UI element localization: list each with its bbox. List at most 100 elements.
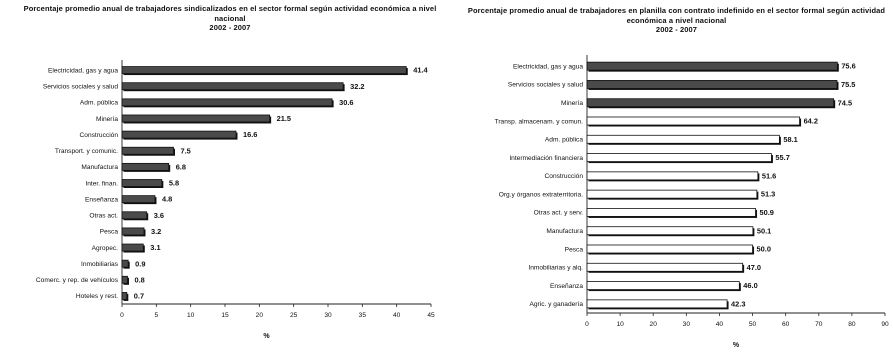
chart-left-category-label: Electricidad, gas y agua xyxy=(48,67,118,74)
chart-right-category-label: Adm. pública xyxy=(545,137,583,144)
chart-right-x-tick-label: 70 xyxy=(815,321,823,328)
chart-left-value-label: 16.6 xyxy=(243,130,257,139)
chart-left-category-label: Adm. pública xyxy=(80,100,118,107)
chart-left-bar xyxy=(121,114,271,123)
chart-left-plot: Electricidad, gas y agua 41.4 Servicios so… xyxy=(36,60,435,340)
chart-right-category-label: Org.y órganos extraterritoria. xyxy=(499,191,583,198)
chart-left-bar xyxy=(121,211,148,220)
chart-right-category-label: Otras act. y serv. xyxy=(534,210,584,217)
chart-left-bar xyxy=(121,259,129,268)
chart-right-category-label: Pesca xyxy=(565,246,584,253)
chart-left-value-label: 3.6 xyxy=(154,211,164,220)
chart-right-bar xyxy=(586,244,753,254)
chart-right-category-label: Transp. almacenam. y comun. xyxy=(495,118,584,125)
chart-left-category-label: Construcción xyxy=(80,132,119,139)
chart-right-plot: Electricidad, gas y agua 75.6 Servicios so… xyxy=(495,55,889,349)
chart-right-value-label: 64.2 xyxy=(804,117,818,126)
chart-left-value-label: 3.1 xyxy=(150,243,160,252)
chart-left-category-label: Hoteles y rest. xyxy=(76,293,118,300)
chart-left-value-label: 0.8 xyxy=(134,275,144,284)
chart-right-bar xyxy=(586,226,754,236)
chart-left-category-label: Transport. y comunic. xyxy=(55,148,118,155)
chart-left-value-label: 21.5 xyxy=(277,114,291,123)
chart-left-x-tick-label: 30 xyxy=(324,312,332,319)
chart-left-value-label: 5.8 xyxy=(169,179,179,188)
chart-left-value-label: 0.9 xyxy=(135,259,145,268)
chart-right-title: Porcentaje promedio anual de trabajadore… xyxy=(467,6,886,25)
chart-right-title-block: Porcentaje promedio anual de trabajadore… xyxy=(450,6,893,35)
chart-left-category-label: Servicios sociales y salud xyxy=(43,84,118,91)
chart-left-x-tick-label: 40 xyxy=(393,312,401,319)
chart-right-value-label: 46.0 xyxy=(743,281,757,290)
chart-right-value-label: 50.9 xyxy=(760,208,774,217)
chart-right-bar xyxy=(586,61,838,71)
chart-right-value-label: 75.5 xyxy=(841,80,855,89)
chart-right-panel: Porcentaje promedio anual de trabajadore… xyxy=(450,0,893,352)
chart-left-category-label: Agropec. xyxy=(92,245,119,252)
chart-right-bar xyxy=(586,189,758,199)
chart-left-bar xyxy=(121,146,174,155)
chart-left-category-label: Comerc. y rep. de vehículos xyxy=(36,277,119,284)
chart-left-bar xyxy=(121,82,344,91)
chart-left-value-label: 6.8 xyxy=(176,162,186,171)
chart-right-x-tick-label: 20 xyxy=(650,321,658,328)
chart-right-x-tick-label: 30 xyxy=(683,321,691,328)
chart-left-category-label: Pesca xyxy=(100,229,119,236)
chart-right-x-axis-label: % xyxy=(733,342,740,349)
chart-left-category-label: Enseñanza xyxy=(85,196,118,203)
chart-right-bar xyxy=(586,171,759,181)
chart-right-x-tick-label: 90 xyxy=(881,321,889,328)
chart-right-value-label: 50.1 xyxy=(757,226,771,235)
chart-right-x-tick-label: 0 xyxy=(585,321,589,328)
chart-left-value-label: 0.7 xyxy=(134,292,144,301)
chart-left-x-tick-label: 25 xyxy=(290,312,298,319)
chart-left-x-tick-label: 5 xyxy=(154,312,158,319)
chart-right-category-label: Manufactura xyxy=(546,228,583,235)
chart-right-bar xyxy=(586,299,728,309)
chart-left-x-tick-label: 10 xyxy=(187,312,195,319)
chart-left-category-label: Inmobiliarias xyxy=(81,261,119,268)
chart-left-bar xyxy=(121,98,333,107)
chart-left-bar xyxy=(121,179,163,187)
chart-left-value-label: 30.6 xyxy=(339,98,353,107)
chart-left-title-block: Porcentaje promedio anual de trabajadore… xyxy=(0,4,440,33)
chart-right-category-label: Electricidad, gas y agua xyxy=(513,63,583,70)
chart-right-category-label: Servicios sociales y salud xyxy=(508,82,583,89)
chart-left-title: Porcentaje promedio anual de trabajadore… xyxy=(23,4,437,23)
chart-right-category-label: Agric. y ganadería xyxy=(529,301,583,308)
chart-left-x-tick-label: 35 xyxy=(359,312,367,319)
chart-left-bar xyxy=(121,275,128,284)
chart-left-category-label: Minería xyxy=(96,116,118,123)
chart-right-value-label: 42.3 xyxy=(731,299,745,308)
chart-left-category-label: Inter. finan. xyxy=(85,180,118,187)
chart-right-category-label: Enseñanza xyxy=(550,283,583,290)
chart-right-category-label: Construcción xyxy=(545,173,584,180)
chart-left-bar xyxy=(121,66,407,74)
chart-right-bar xyxy=(586,281,740,290)
chart-left-category-label: Manufactura xyxy=(81,164,118,171)
chart-right-value-label: 75.6 xyxy=(841,62,855,71)
chart-right-bar xyxy=(586,262,744,272)
chart-right-bar xyxy=(586,208,756,217)
chart-left-subtitle: 2002 - 2007 xyxy=(209,23,251,32)
chart-left-bar xyxy=(121,292,128,300)
chart-left-x-axis-label: % xyxy=(263,333,270,340)
chart-right-value-label: 47.0 xyxy=(747,263,761,272)
chart-left-category-label: Otras act. xyxy=(89,213,118,220)
chart-right-bar xyxy=(586,134,780,144)
chart-left-x-tick-label: 45 xyxy=(427,312,435,319)
chart-right-value-label: 50.0 xyxy=(757,245,771,254)
chart-right-category-label: Inmobiliarias y alq. xyxy=(528,265,583,272)
chart-right-value-label: 51.6 xyxy=(762,171,776,180)
chart-right-value-label: 51.3 xyxy=(761,190,775,199)
chart-left-bar xyxy=(121,130,237,139)
chart-right-bar xyxy=(586,116,800,126)
chart-left-x-tick-label: 15 xyxy=(221,312,229,319)
chart-left-panel: Porcentaje promedio anual de trabajadore… xyxy=(0,0,440,352)
chart-right-category-label: Minería xyxy=(561,100,583,107)
chart-left-value-label: 7.5 xyxy=(181,146,191,155)
chart-left-bar xyxy=(121,162,170,171)
chart-right-subtitle: 2002 - 2007 xyxy=(655,25,698,34)
chart-right-x-tick-label: 40 xyxy=(716,321,724,328)
chart-right-bar xyxy=(586,98,835,108)
